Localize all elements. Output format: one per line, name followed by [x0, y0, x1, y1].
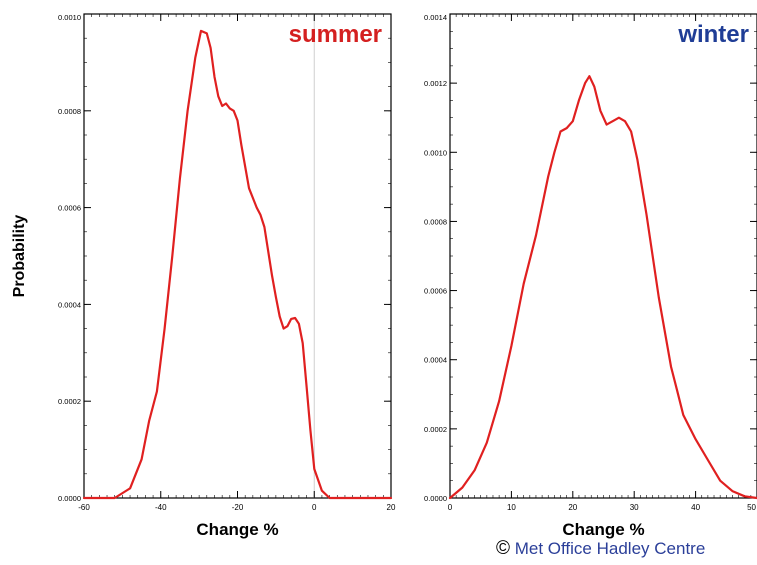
- x-tick-label: 50: [747, 503, 756, 512]
- copyright-symbol: ©: [496, 538, 510, 559]
- plot-frame: [449, 13, 757, 499]
- y-tick-label: 0.0010: [424, 148, 447, 157]
- y-axis-label: Probability: [11, 215, 28, 298]
- x-tick-label: 0: [448, 503, 453, 512]
- x-axis-label: Change %: [562, 520, 644, 539]
- y-tick-label: 0.0004: [58, 300, 81, 309]
- plot-frame: [83, 13, 392, 499]
- y-tick-label: 0.0000: [424, 494, 447, 503]
- panel-title: summer: [289, 21, 382, 48]
- x-tick-label: 20: [387, 503, 396, 512]
- panel-title: winter: [677, 21, 749, 48]
- x-tick-label: 10: [507, 503, 516, 512]
- x-tick-label: 20: [568, 503, 577, 512]
- x-axis-label: Change %: [196, 520, 278, 539]
- probability-curve: [448, 75, 757, 500]
- y-tick-label: 0.0008: [424, 217, 447, 226]
- winter-panel: 0 10 20 30 40 50 0.0000 0.0002 0.0004 0.0006 0.000…: [424, 13, 757, 539]
- credit-text: Met Office Hadley Centre: [514, 539, 706, 558]
- y-tick-label: 0.0000: [58, 494, 81, 503]
- y-tick-label: 0.0006: [58, 204, 81, 213]
- y-tick-label: 0.0006: [424, 287, 447, 296]
- x-tick-label: -20: [232, 503, 244, 512]
- y-tick-label: 0.0004: [424, 356, 447, 365]
- y-tick-label: 0.0002: [58, 397, 81, 406]
- y-tick-label: 0.0008: [58, 107, 81, 116]
- y-tick-label: 0.0014: [424, 13, 447, 22]
- y-tick-label: 0.0012: [424, 79, 447, 88]
- copyright-credit: © Met Office Hadley Centre: [496, 538, 757, 564]
- x-tick-label: -40: [155, 503, 167, 512]
- x-tick-label: 30: [630, 503, 639, 512]
- y-tick-label: 0.0002: [424, 425, 447, 434]
- y-tick-label: 0.0010: [58, 13, 81, 22]
- x-tick-label: 0: [312, 503, 317, 512]
- x-tick-label: 40: [691, 503, 700, 512]
- summer-panel: -60 -40 -20 0 20 0.0000 0.0002 0.0004 0.0006 0.00…: [11, 13, 396, 539]
- probability-curve: [82, 29, 393, 500]
- x-tick-label: -60: [78, 503, 90, 512]
